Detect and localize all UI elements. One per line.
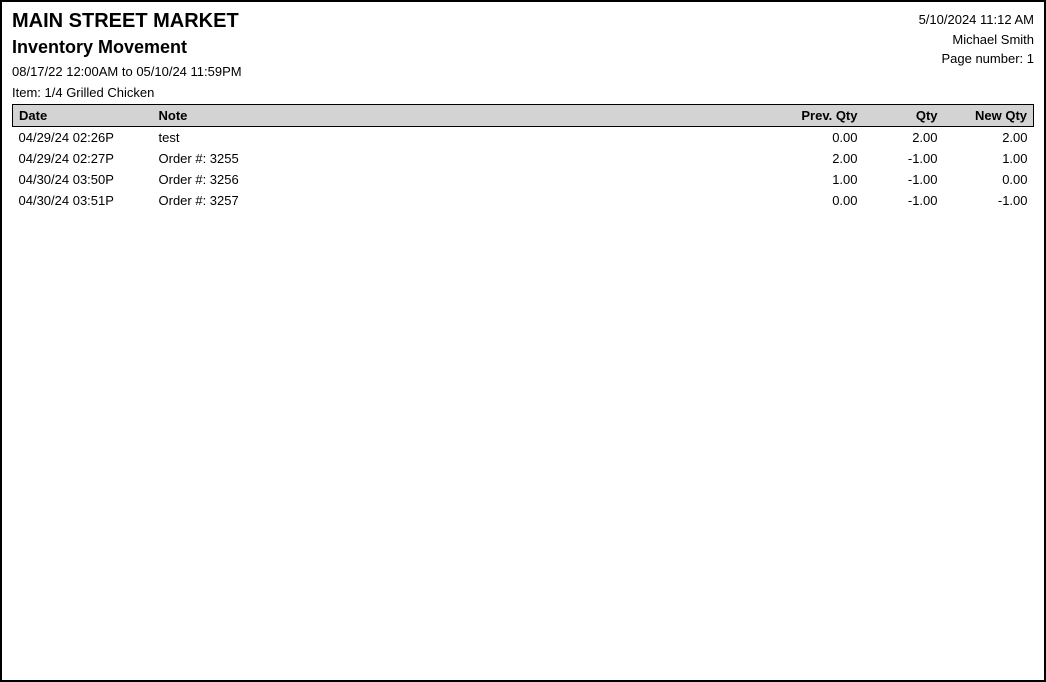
cell-date: 04/29/24 02:26P [13, 127, 153, 149]
item-line: Item: 1/4 Grilled Chicken [12, 85, 242, 100]
col-header-qty: Qty [864, 105, 944, 127]
header-right: 5/10/2024 11:12 AM Michael Smith Page nu… [919, 10, 1034, 69]
col-header-date: Date [13, 105, 153, 127]
report-header: MAIN STREET MARKET Inventory Movement 08… [12, 10, 1034, 104]
table-row: 04/30/24 03:51P Order #: 3257 0.00 -1.00… [13, 190, 1034, 211]
date-range: 08/17/22 12:00AM to 05/10/24 11:59PM [12, 64, 242, 79]
cell-qty: -1.00 [864, 148, 944, 169]
table-row: 04/30/24 03:50P Order #: 3256 1.00 -1.00… [13, 169, 1034, 190]
table-row: 04/29/24 02:27P Order #: 3255 2.00 -1.00… [13, 148, 1034, 169]
inventory-table: Date Note Prev. Qty Qty New Qty 04/29/24… [12, 104, 1034, 211]
table-body: 04/29/24 02:26P test 0.00 2.00 2.00 04/2… [13, 127, 1034, 212]
page-number: Page number: 1 [919, 49, 1034, 69]
cell-note: test [153, 127, 764, 149]
cell-note: Order #: 3256 [153, 169, 764, 190]
table-row: 04/29/24 02:26P test 0.00 2.00 2.00 [13, 127, 1034, 149]
print-timestamp: 5/10/2024 11:12 AM [919, 10, 1034, 30]
user-name: Michael Smith [919, 30, 1034, 50]
cell-note: Order #: 3257 [153, 190, 764, 211]
report-page: MAIN STREET MARKET Inventory Movement 08… [0, 0, 1046, 682]
cell-prevqty: 1.00 [764, 169, 864, 190]
cell-qty: -1.00 [864, 190, 944, 211]
cell-newqty: 1.00 [944, 148, 1034, 169]
cell-date: 04/30/24 03:50P [13, 169, 153, 190]
col-header-note: Note [153, 105, 764, 127]
header-left: MAIN STREET MARKET Inventory Movement 08… [12, 10, 242, 104]
col-header-newqty: New Qty [944, 105, 1034, 127]
cell-prevqty: 0.00 [764, 127, 864, 149]
company-name: MAIN STREET MARKET [12, 10, 242, 33]
report-title: Inventory Movement [12, 37, 242, 58]
cell-date: 04/29/24 02:27P [13, 148, 153, 169]
cell-newqty: 0.00 [944, 169, 1034, 190]
cell-newqty: -1.00 [944, 190, 1034, 211]
cell-newqty: 2.00 [944, 127, 1034, 149]
cell-qty: -1.00 [864, 169, 944, 190]
col-header-prevqty: Prev. Qty [764, 105, 864, 127]
table-header-row: Date Note Prev. Qty Qty New Qty [13, 105, 1034, 127]
cell-qty: 2.00 [864, 127, 944, 149]
cell-prevqty: 0.00 [764, 190, 864, 211]
cell-date: 04/30/24 03:51P [13, 190, 153, 211]
cell-prevqty: 2.00 [764, 148, 864, 169]
cell-note: Order #: 3255 [153, 148, 764, 169]
